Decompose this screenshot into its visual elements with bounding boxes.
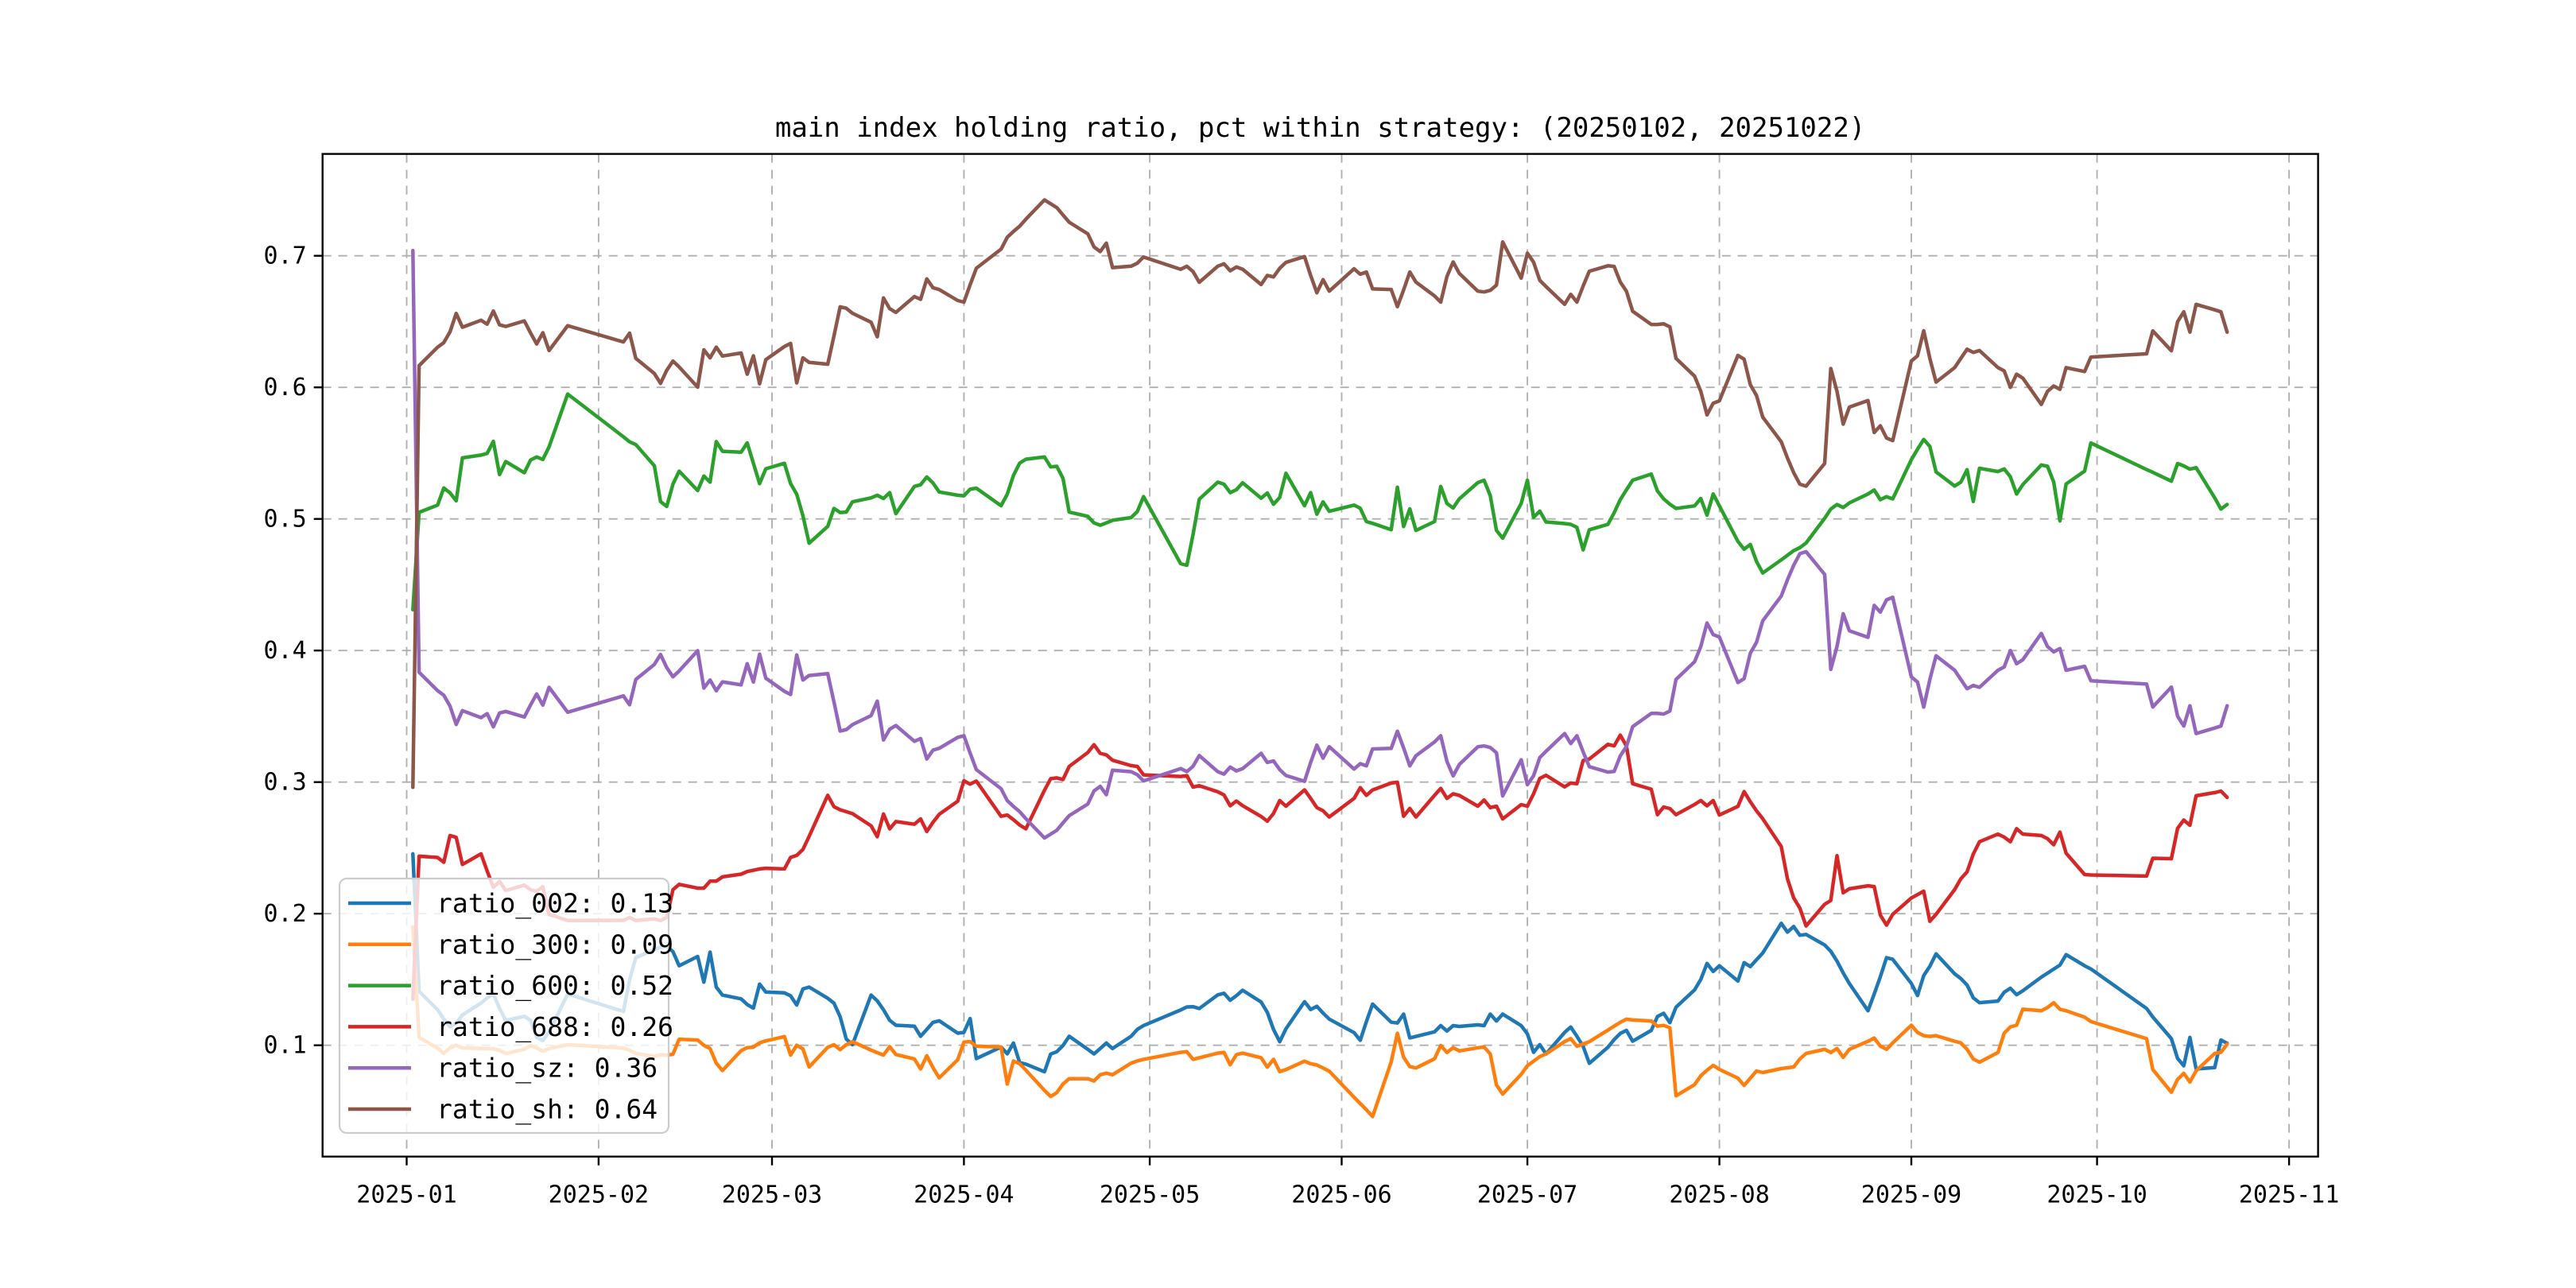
x-tick-label-2025-06: 2025-06	[1291, 1181, 1391, 1209]
x-tick-label-2025-03: 2025-03	[722, 1181, 822, 1209]
x-tick-label-2025-11: 2025-11	[2239, 1181, 2339, 1209]
y-tick-label-0.3: 0.3	[264, 769, 307, 797]
x-tick-label-2025-01: 2025-01	[356, 1181, 456, 1209]
y-tick-label-0.5: 0.5	[264, 506, 307, 533]
x-tick-label-2025-10: 2025-10	[2046, 1181, 2147, 1209]
y-tick-label-0.4: 0.4	[264, 637, 307, 665]
y-tick-label-0.6: 0.6	[264, 374, 307, 402]
series-ratio_sz-line	[411, 248, 2229, 840]
y-tick-label-0.7: 0.7	[264, 242, 307, 270]
x-tick-label-2025-08: 2025-08	[1669, 1181, 1769, 1209]
series-ratio_002-line	[411, 852, 2229, 1074]
legend-label-ratio_300: ratio_300: 0.09	[436, 929, 673, 960]
x-tick-label-2025-05: 2025-05	[1100, 1181, 1200, 1209]
y-tick-label-0.2: 0.2	[264, 900, 307, 928]
legend-label-ratio_600: ratio_600: 0.52	[436, 970, 673, 1002]
legend-label-ratio_sh: ratio_sh: 0.64	[436, 1094, 658, 1126]
tick-layer: 2025-01 2025-02 2025-03 2025-04 2025-05 2025-…	[264, 242, 2340, 1209]
legend-label-ratio_sz: ratio_sz: 0.36	[436, 1053, 658, 1084]
y-tick-label-0.1: 0.1	[264, 1032, 307, 1060]
legend-box	[338, 877, 670, 1135]
x-tick-label-2025-07: 2025-07	[1477, 1181, 1577, 1209]
series-ratio_688-line	[411, 733, 2229, 1002]
x-tick-label-2025-04: 2025-04	[914, 1181, 1014, 1209]
series-ratio_sh-line	[411, 198, 2229, 789]
x-tick-label-2025-02: 2025-02	[549, 1181, 649, 1209]
chart-title: main index holding ratio, pct within str…	[775, 112, 1865, 144]
x-tick-label-2025-09: 2025-09	[1861, 1181, 1961, 1209]
series-ratio_600-line	[411, 392, 2229, 612]
series-layer	[411, 198, 2229, 1119]
series-ratio_300-line	[411, 925, 2229, 1119]
legend: ratio_002: 0.13 ratio_300: 0.09 ratio_600:…	[338, 877, 673, 1135]
legend-label-ratio_688: ratio_688: 0.26	[436, 1011, 673, 1043]
legend-label-ratio_002: ratio_002: 0.13	[436, 888, 673, 920]
plot-area-border	[321, 153, 2319, 1158]
grid-layer	[322, 153, 2318, 1157]
